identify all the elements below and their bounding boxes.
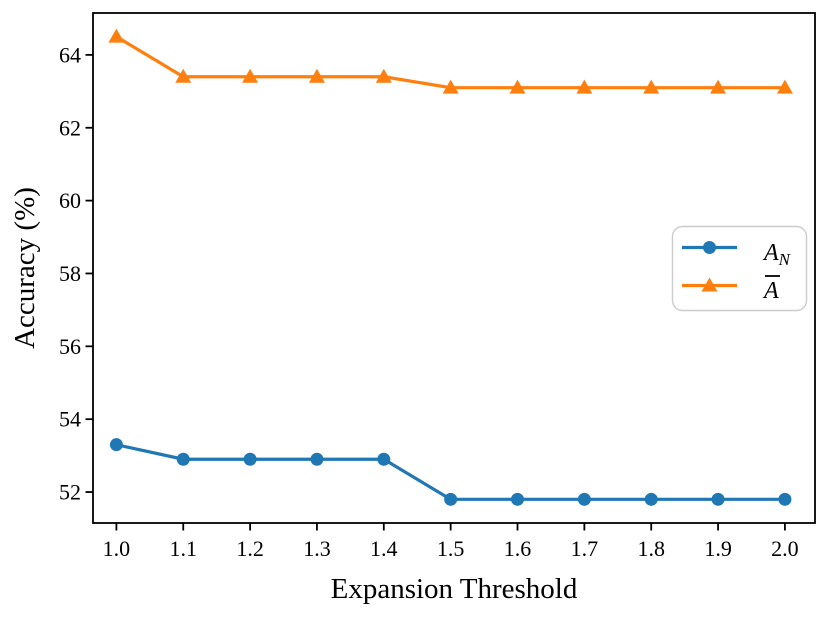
series-A_bar-marker: [175, 68, 192, 83]
y-axis: 52 54 56 58 60 62 64: [59, 42, 93, 505]
x-axis-tick-label: 1.9: [704, 536, 732, 561]
x-axis-tick-label: 1.6: [504, 536, 532, 561]
series-A_N-line: [116, 443, 785, 501]
series-A_N-marker: [243, 452, 257, 466]
y-axis-title: Accuracy (%): [9, 187, 41, 349]
legend-entry-label: AN: [762, 240, 792, 269]
x-axis-tick-label: 1.5: [437, 536, 465, 561]
series-A_bar-marker: [442, 79, 459, 94]
y-axis-tick-label: 52: [59, 480, 81, 505]
series-A_N-marker: [577, 492, 591, 506]
series-A_N-marker: [644, 492, 658, 506]
series-A_bar-marker: [509, 79, 526, 94]
series-A_N-marker: [310, 452, 324, 466]
series-A_bar-marker: [710, 79, 727, 94]
series-A_bar: [108, 28, 793, 94]
x-axis-tick-label: 1.4: [370, 536, 398, 561]
series-A_N-marker: [377, 452, 391, 466]
x-axis: 1.0 1.1 1.2 1.3 1.4 1.5 1.6 1.7 1.8 1.9 2.0: [103, 523, 799, 561]
plot-area: [92, 12, 816, 524]
x-axis-title: Expansion Threshold: [331, 573, 578, 605]
plot-border: [92, 12, 816, 524]
x-axis-tick-label: 1.8: [637, 536, 665, 561]
x-axis-tick-label: 1.0: [103, 536, 131, 561]
series-A_N-marker: [511, 492, 525, 506]
series-A_bar-marker: [308, 68, 325, 83]
y-axis-tick-label: 58: [59, 261, 81, 286]
series-A_bar-marker: [375, 68, 392, 83]
legend-sample-marker: [701, 277, 718, 292]
series-A_bar-marker: [108, 28, 125, 43]
x-axis-tick-label: 2.0: [771, 536, 799, 561]
series-A_bar-marker: [776, 79, 793, 94]
series-A_N-marker: [176, 452, 190, 466]
legend-entry-label: A: [762, 278, 779, 304]
legend: AN A: [671, 225, 808, 312]
series-A_N: [109, 438, 792, 506]
series-A_bar-marker: [576, 79, 593, 94]
x-axis-tick-label: 1.1: [170, 536, 198, 561]
x-axis-tick-label: 1.2: [236, 536, 264, 561]
legend-sample-marker: [703, 241, 716, 254]
x-axis-tick-label: 1.7: [571, 536, 599, 561]
series-A_bar-marker: [643, 79, 660, 94]
series-A_N-marker: [444, 492, 458, 506]
series-layer: [108, 28, 793, 506]
series-A_N-marker: [109, 438, 123, 452]
y-axis-tick-label: 62: [59, 115, 81, 140]
series-A_bar-marker: [242, 68, 259, 83]
y-axis-tick-label: 54: [59, 407, 81, 432]
series-A_N-marker: [778, 492, 792, 506]
y-axis-tick-label: 56: [59, 334, 81, 359]
x-axis-tick-label: 1.3: [303, 536, 331, 561]
legend-entry-A_bar: A: [682, 275, 780, 304]
y-axis-tick-label: 64: [59, 42, 81, 67]
series-A_N-marker: [711, 492, 725, 506]
y-axis-tick-label: 60: [59, 188, 81, 213]
legend-entry-A_N: AN: [682, 240, 792, 269]
